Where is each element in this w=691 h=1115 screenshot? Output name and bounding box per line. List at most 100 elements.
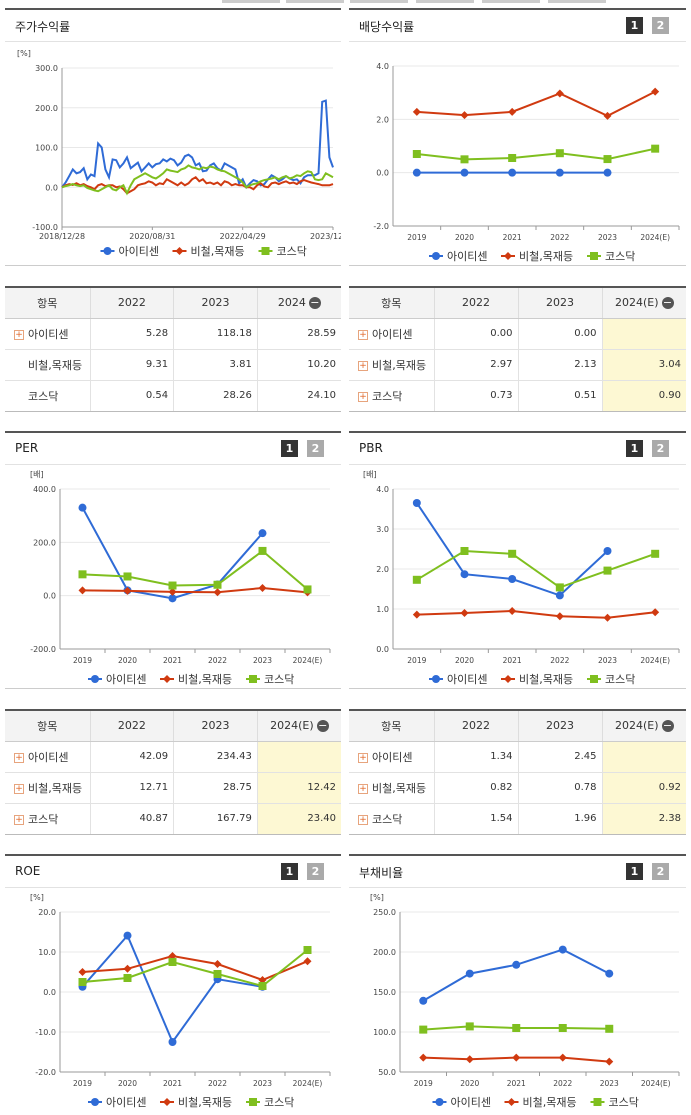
table-row: + 비철,목재등 2.97 2.13 3.04 [349, 349, 686, 381]
expand-icon[interactable]: + [14, 329, 24, 340]
y-tick-label: 0.0 [376, 645, 389, 654]
collapse-icon[interactable]: − [661, 296, 674, 310]
data-point [412, 610, 421, 619]
x-tick-label: 2020 [455, 656, 474, 665]
x-tick-label: 2024(E) [641, 1079, 671, 1088]
panel-header: ROE 1 2 [5, 856, 341, 888]
data-point [508, 154, 517, 162]
data-point [465, 1022, 474, 1031]
data-point [512, 1024, 521, 1032]
data-point [460, 547, 469, 555]
x-tick-label: 2022/04/29 [220, 232, 266, 241]
x-tick-label: 2024(E) [640, 656, 670, 665]
debt-ratio-chart: [%] 250.0 200.0 150.0 100.0 50.0 2019 2020 2021 2… [370, 893, 680, 1109]
series-line [61, 164, 334, 196]
y-tick-label: 10.0 [38, 948, 56, 957]
y-tick-label: 2.0 [376, 565, 389, 574]
data-point [651, 144, 660, 153]
view-1-button[interactable]: 1 [626, 17, 643, 34]
data-point [555, 168, 564, 177]
table-cell [256, 741, 341, 773]
table-header: 2024(E) − [601, 711, 686, 742]
series-line [416, 90, 656, 117]
table-header: 2024− [256, 288, 341, 319]
x-tick-label: 2019 [73, 656, 92, 665]
y-tick-label: 100.0 [35, 144, 58, 153]
data-point [168, 581, 177, 590]
y-tick-label: 100.0 [373, 1028, 396, 1037]
table-cell: 234.43 [173, 741, 258, 773]
collapse-icon[interactable]: − [308, 296, 321, 310]
view-1-button[interactable]: 1 [281, 863, 298, 880]
view-1-button[interactable]: 1 [281, 440, 298, 457]
row-label: 코스닥 [372, 389, 403, 403]
table-cell: 1.54 [433, 803, 518, 834]
y-tick-label: 400.0 [33, 485, 56, 494]
table-header: 2024(E) − [256, 711, 341, 742]
expand-icon[interactable]: + [358, 329, 368, 340]
data-point [419, 996, 428, 1005]
table-header: 항목 [349, 288, 434, 319]
data-point [508, 607, 517, 615]
view-1-button[interactable]: 1 [626, 440, 643, 457]
expand-icon[interactable]: + [14, 814, 24, 825]
panel-header: 주가수익률 [5, 10, 341, 42]
expand-icon[interactable]: + [358, 814, 368, 825]
x-tick-label: 2019 [407, 233, 426, 242]
view-1-button[interactable]: 1 [626, 863, 643, 880]
expand-icon[interactable]: + [358, 752, 368, 763]
data-point [213, 970, 222, 978]
table-cell: 0.00 [433, 318, 518, 350]
expand-icon[interactable]: + [14, 783, 24, 794]
table-header: 항목 [5, 288, 90, 319]
table-header: 2024(E) − [601, 288, 686, 319]
table-cell: 2.13 [517, 349, 602, 381]
pbr-table: 항목 2022 2023 2024(E) − + 아이티센 1.34 2.45 + 비… [349, 709, 686, 835]
view-2-button[interactable]: 2 [652, 17, 669, 34]
x-tick-label: 2022 [553, 1079, 572, 1088]
data-point [258, 529, 267, 538]
data-point [504, 675, 512, 683]
data-point [213, 960, 222, 968]
debt-ratio-panel: 부채비율 1 2 [%] 250.0 200.0 150.0 100.0 50.0 2019… [349, 854, 686, 1112]
data-point [213, 588, 222, 597]
data-point [78, 978, 87, 986]
table-cell: 42.09 [89, 741, 174, 773]
y-unit-label: [%] [30, 893, 44, 902]
data-point [123, 572, 132, 581]
x-tick-label: 2022 [208, 656, 227, 665]
data-point [258, 546, 267, 555]
expand-icon[interactable]: + [358, 391, 368, 402]
table-cell: 10.20 [256, 349, 341, 381]
view-2-button[interactable]: 2 [652, 863, 669, 880]
legend-label: 코스닥 [264, 673, 294, 686]
view-2-button[interactable]: 2 [652, 440, 669, 457]
collapse-icon[interactable]: − [661, 719, 674, 733]
view-2-button[interactable]: 2 [307, 440, 324, 457]
y-tick-label: 0.0 [45, 183, 58, 192]
legend-label: 아이티센 [106, 1096, 146, 1109]
view-2-button[interactable]: 2 [307, 863, 324, 880]
expand-icon[interactable]: + [14, 752, 24, 763]
collapse-icon[interactable]: − [316, 719, 329, 733]
expand-icon[interactable]: + [358, 783, 368, 794]
data-point [605, 1057, 614, 1066]
expand-icon[interactable]: + [358, 360, 368, 371]
per-table: 항목 2022 2023 2024(E) − + 아이티센 42.09 234.43… [5, 709, 341, 835]
data-point [603, 111, 612, 120]
x-tick-label: 2021 [507, 1079, 526, 1088]
series-line [82, 949, 309, 988]
x-tick-label: 2022 [550, 233, 569, 242]
table-cell: 2.38 [601, 803, 686, 834]
data-point [508, 168, 517, 177]
x-tick-label: 2023 [253, 1079, 272, 1088]
table-cell: 28.59 [256, 318, 341, 350]
data-point [78, 586, 87, 595]
data-point [168, 1038, 177, 1046]
data-point [412, 107, 421, 116]
legend-label: 비철,목재등 [178, 1096, 232, 1109]
y-tick-label: 3.0 [376, 525, 389, 534]
table-header-label: 2024 [277, 296, 306, 310]
legend-label: 코스닥 [605, 250, 635, 263]
y-tick-label: 0.0 [43, 988, 56, 997]
